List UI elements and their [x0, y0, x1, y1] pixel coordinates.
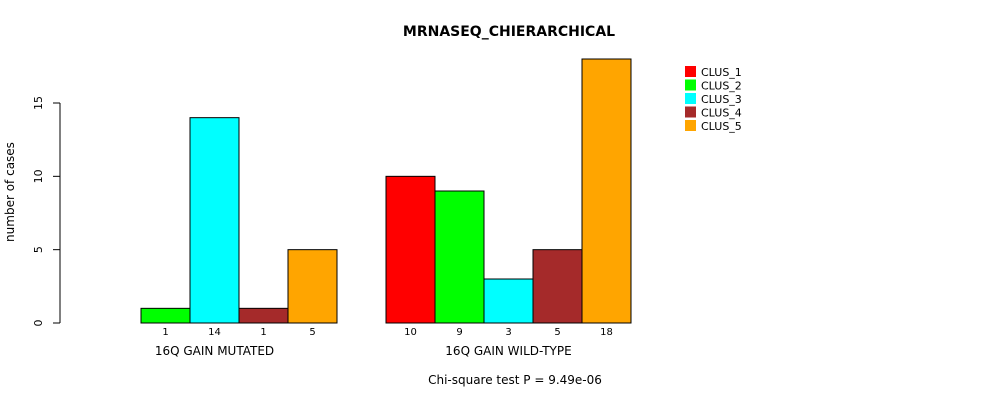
y-tick-label: 5	[32, 246, 45, 253]
legend-label-clus_3: CLUS_3	[701, 93, 742, 106]
chi-square-footer: Chi-square test P = 9.49e-06	[428, 373, 602, 387]
legend-label-clus_4: CLUS_4	[701, 107, 742, 120]
category-label-2: 16Q GAIN WILD-TYPE	[445, 344, 571, 358]
y-tick-label: 0	[32, 320, 45, 327]
bar-count-label: 5	[554, 327, 560, 338]
bar-count-label: 9	[456, 327, 462, 338]
y-tick-label: 15	[32, 96, 45, 110]
legend-swatch-clus_3	[685, 93, 696, 104]
bar-count-label: 1	[162, 327, 168, 338]
legend-swatch-clus_5	[685, 120, 696, 131]
count-labels-layer: 1 14 1 5 10 9 3 5 18	[162, 327, 613, 338]
legend-swatch-clus_1	[685, 66, 696, 77]
bar-clus_2-group-1	[140, 307, 191, 324]
legend-swatch-clus_4	[685, 106, 696, 118]
bar-clus_4-group-1	[238, 307, 289, 324]
bar-count-label: 18	[600, 327, 613, 338]
category-label-1: 16Q GAIN MUTATED	[155, 344, 274, 358]
chart-title: MRNASEQ_CHIERARCHICAL	[403, 24, 615, 40]
legend-label-clus_1: CLUS_1	[701, 66, 742, 79]
bar-count-label: 14	[208, 327, 221, 338]
y-axis-label: number of cases	[3, 142, 17, 242]
legend-swatch-clus_2	[685, 79, 696, 91]
bar-count-label: 5	[309, 327, 315, 338]
bar-clus_4-group-2	[532, 249, 583, 324]
y-axis: 0 5 10 15	[32, 96, 61, 327]
bar-clus_2-group-2	[434, 190, 485, 324]
bar-clus_5-group-2	[581, 58, 632, 324]
legend-label-clus_5: CLUS_5	[701, 120, 742, 133]
legend-label-clus_2: CLUS_2	[701, 80, 742, 93]
y-tick-label: 10	[32, 169, 45, 183]
bar-count-label: 1	[260, 327, 266, 338]
bar-clus_3-group-1	[189, 117, 240, 324]
bar-clus_5-group-1	[287, 249, 338, 324]
bar-count-label: 10	[404, 327, 417, 338]
bars-layer	[140, 58, 632, 324]
bar-clus_1-group-2	[385, 175, 436, 324]
bar-clus_3-group-2	[483, 278, 534, 324]
bar-count-label: 3	[505, 327, 511, 338]
group-labels-layer: 16Q GAIN MUTATED 16Q GAIN WILD-TYPE	[155, 344, 572, 358]
